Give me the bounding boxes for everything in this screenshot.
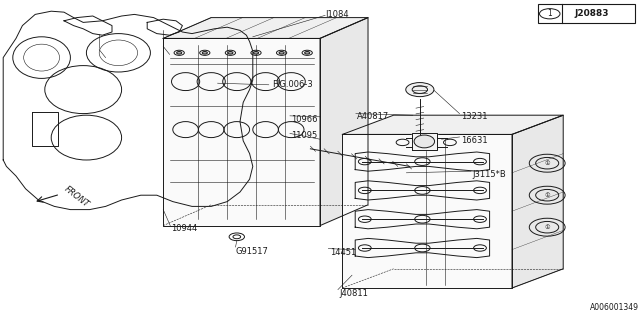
Polygon shape — [3, 11, 253, 210]
Text: J40811: J40811 — [339, 289, 368, 298]
Text: G91517: G91517 — [236, 247, 268, 256]
Ellipse shape — [414, 135, 435, 148]
Text: FRONT: FRONT — [63, 184, 91, 209]
Circle shape — [279, 52, 284, 54]
Circle shape — [305, 52, 310, 54]
Circle shape — [202, 52, 207, 54]
Polygon shape — [512, 115, 563, 288]
Circle shape — [253, 52, 259, 54]
Bar — [538, 4, 635, 23]
Text: I1084: I1084 — [325, 10, 349, 19]
Text: FIG.006-3: FIG.006-3 — [272, 80, 313, 89]
Polygon shape — [342, 134, 512, 288]
Polygon shape — [163, 18, 368, 38]
Polygon shape — [163, 38, 320, 226]
Text: ①: ① — [545, 193, 550, 198]
Polygon shape — [320, 18, 368, 226]
Text: 14451: 14451 — [330, 248, 356, 257]
Circle shape — [228, 52, 233, 54]
Text: J3115*B: J3115*B — [472, 170, 506, 179]
Text: A40817: A40817 — [357, 112, 389, 121]
Text: 13231: 13231 — [461, 112, 487, 121]
Text: A006001349: A006001349 — [589, 303, 639, 312]
Text: 1: 1 — [547, 9, 552, 18]
Text: ①: ① — [545, 161, 550, 166]
Text: 10944: 10944 — [172, 224, 198, 233]
Text: 10966: 10966 — [291, 116, 317, 124]
Text: ①: ① — [545, 225, 550, 230]
Text: 16631: 16631 — [461, 136, 488, 145]
Circle shape — [177, 52, 182, 54]
Text: 11095: 11095 — [291, 132, 317, 140]
Polygon shape — [342, 115, 563, 134]
Circle shape — [406, 83, 434, 97]
Polygon shape — [412, 133, 437, 150]
Text: J20883: J20883 — [575, 9, 609, 18]
